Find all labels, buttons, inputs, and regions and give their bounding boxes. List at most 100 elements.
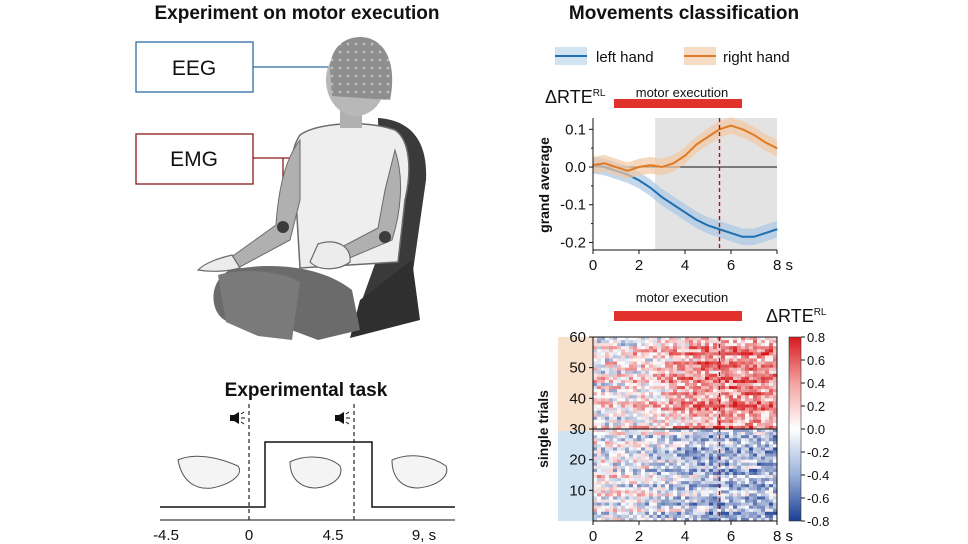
- heatmap-cell: [701, 475, 706, 479]
- heatmap-cell: [593, 355, 598, 359]
- heatmap-cell: [729, 383, 734, 387]
- heatmap-cell: [769, 401, 774, 405]
- heatmap-cell: [693, 416, 698, 421]
- heatmap-cell: [757, 499, 762, 503]
- heatmap-cell: [641, 358, 646, 362]
- heatmap-cell: [721, 404, 726, 408]
- heatmap-cell: [753, 364, 758, 368]
- heatmap-cell: [673, 343, 678, 347]
- heatmap-cell: [681, 444, 686, 448]
- heatmap-cell: [761, 410, 766, 414]
- heatmap-cell: [661, 429, 666, 433]
- heatmap-cell: [593, 453, 598, 457]
- colorbar-tick-label: 0.2: [807, 399, 825, 414]
- heatmap-cell: [729, 502, 734, 506]
- heatmap-cell: [637, 367, 642, 372]
- heatmap-cell: [713, 441, 718, 445]
- heatmap-cell: [601, 407, 606, 411]
- heatmap-cell: [613, 395, 618, 399]
- heatmap-cell: [713, 386, 718, 390]
- heatmap-cell: [705, 410, 710, 414]
- heatmap-cell: [681, 398, 686, 402]
- heatmap-cell: [597, 404, 602, 408]
- heatmap-cell: [653, 358, 658, 362]
- heatmap-cell: [673, 355, 678, 359]
- heatmap-cell: [605, 453, 610, 457]
- heatmap-cell: [613, 465, 618, 470]
- heatmap-cell: [721, 453, 726, 457]
- heatmap-cell: [741, 505, 746, 510]
- heatmap-cell: [637, 410, 642, 414]
- heatmap-cell: [641, 487, 646, 491]
- heatmap-cell: [725, 502, 730, 506]
- heatmap-cell: [661, 514, 666, 519]
- heatmap-cell: [637, 438, 642, 442]
- heatmap-cell: [677, 438, 682, 442]
- heatmap-cell: [697, 502, 702, 506]
- heatmap-cell: [597, 508, 602, 513]
- heatmap-cell: [669, 392, 674, 396]
- heatmap-cell: [597, 389, 602, 393]
- heatmap-cell: [741, 484, 746, 488]
- heatmap-cell: [649, 481, 654, 485]
- heatmap-cell: [741, 395, 746, 399]
- heatmap-cell: [705, 435, 710, 439]
- heatmap-cell: [669, 422, 674, 427]
- heatmap-cell: [629, 413, 634, 418]
- heatmap-cell: [685, 438, 690, 442]
- heatmap-cell: [753, 349, 758, 353]
- data-point: [718, 128, 721, 130]
- heatmap-cell: [737, 376, 742, 381]
- heatmap-cell: [729, 429, 734, 433]
- legend-left-hand: left hand: [596, 49, 654, 66]
- heatmap-cell: [749, 383, 754, 387]
- x-tick-label: 8 s: [773, 528, 793, 544]
- heatmap-cell: [713, 425, 718, 430]
- heatmap-cell: [669, 508, 674, 513]
- heatmap-cell: [765, 389, 770, 393]
- heatmap-cell: [681, 456, 686, 460]
- heatmap-cell: [625, 346, 630, 350]
- heatmap-cell: [601, 392, 606, 396]
- heatmap-cell: [745, 508, 750, 513]
- heatmap-cell: [725, 398, 730, 402]
- heatmap-cell: [681, 401, 686, 405]
- heatmap-cell: [689, 502, 694, 506]
- heatmap-cell: [665, 383, 670, 387]
- heatmap-cell: [629, 459, 634, 464]
- heatmap-cell: [653, 496, 658, 500]
- heatmap-cell: [653, 383, 658, 387]
- heatmap-cell: [753, 386, 758, 390]
- heatmap-cell: [745, 478, 750, 482]
- heatmap-cell: [605, 355, 610, 359]
- heatmap-cell: [733, 395, 738, 399]
- heatmap-cell: [625, 425, 630, 430]
- heatmap-cell: [665, 517, 670, 521]
- heatmap-cell: [649, 450, 654, 454]
- heatmap-cell: [621, 358, 626, 362]
- heatmap-cell: [605, 484, 610, 488]
- heatmap-cell: [609, 465, 614, 470]
- heatmap-cell: [593, 392, 598, 396]
- heatmap-cell: [681, 453, 686, 457]
- heatmap-cell: [713, 481, 718, 485]
- heatmap-cell: [705, 379, 710, 384]
- heatmap-cell: [601, 355, 606, 359]
- heatmap-cell: [613, 432, 618, 436]
- heatmap-cell: [617, 511, 622, 516]
- heatmap-cell: [769, 468, 774, 473]
- heatmap-cell: [685, 435, 690, 439]
- heatmap-cell: [761, 490, 766, 494]
- heatmap-cell: [741, 511, 746, 516]
- heatmap-cell: [657, 508, 662, 513]
- heatmap-cell: [721, 401, 726, 405]
- heatmap-cell: [713, 370, 718, 375]
- heatmap-cell: [629, 453, 634, 457]
- heatmap-cell: [633, 358, 638, 362]
- heatmap-cell: [641, 462, 646, 467]
- heatmap-cell: [729, 447, 734, 451]
- heatmap-cell: [765, 349, 770, 353]
- heatmap-cell: [605, 481, 610, 485]
- heatmap-cell: [677, 419, 682, 424]
- heatmap-cell: [605, 358, 610, 362]
